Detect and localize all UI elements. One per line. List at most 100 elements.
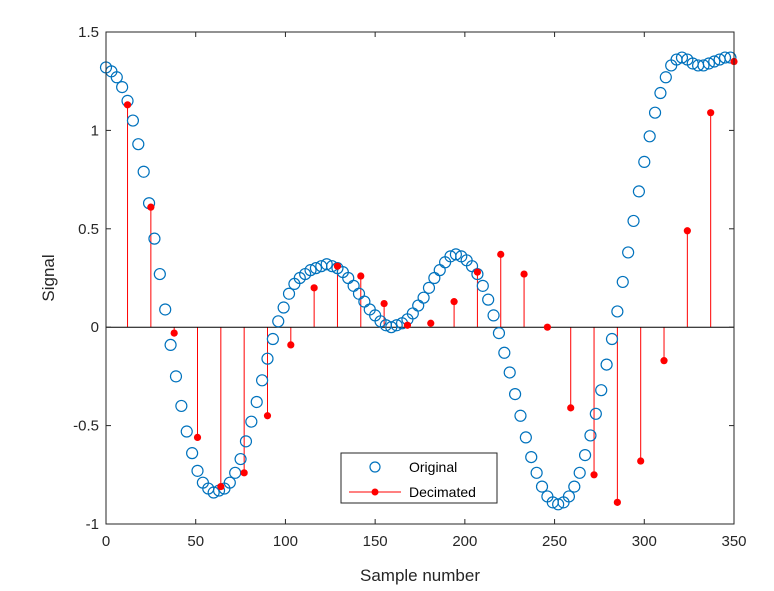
original-point [487,309,500,322]
decimated-point [683,227,691,235]
original-point [611,305,624,318]
x-axis-ticks: 0 50 100 150 200 250 300 350 [102,32,747,550]
original-point [498,346,511,359]
original-point [272,315,285,328]
decimated-point [590,471,598,479]
original-point [304,264,317,277]
decimated-point [660,357,668,365]
decimated-point [497,250,505,258]
original-point [616,275,629,289]
decimated-point [520,270,528,278]
original-point [589,407,602,420]
y-tick-label: 0.5 [78,221,99,238]
decimated-point [567,404,575,412]
x-tick-label: 150 [363,533,388,550]
original-point [514,409,527,422]
original-point [622,246,635,259]
legend-decimated-marker [371,488,379,496]
decimated-point [170,329,178,337]
original-point [159,303,172,316]
decimated-stems [127,61,735,503]
original-point [223,476,236,489]
original-point [390,319,403,332]
legend-original-marker [369,461,381,473]
original-point [530,466,543,479]
original-point [600,358,613,371]
decimated-point [217,483,225,491]
y-tick-label: 1 [91,122,99,139]
y-axis-label: Signal [39,254,58,301]
original-point [207,486,220,499]
original-point [648,106,662,119]
y-tick-label: 0 [91,319,99,336]
original-point [164,338,177,352]
original-point [277,301,290,314]
y-tick-label: 1.5 [78,24,99,41]
original-point [654,86,667,100]
x-tick-label: 100 [273,533,298,550]
original-point [482,293,495,306]
original-point [568,480,581,493]
x-axis-label: Sample number [360,566,480,585]
original-point [659,71,672,84]
original-point [708,55,721,68]
x-tick-label: 50 [187,533,204,550]
original-point [584,429,597,442]
decimated-point [543,323,551,331]
legend: Original Decimated [340,452,498,504]
original-point [309,262,323,275]
original-point [525,450,538,464]
x-tick-label: 200 [452,533,477,550]
decimated-point [427,319,435,327]
original-point [702,57,715,70]
original-point [110,71,123,84]
original-point [718,51,732,64]
original-point [605,332,619,346]
decimated-point [473,268,482,276]
original-point [697,59,710,72]
original-point [578,449,592,462]
decimated-point [613,498,621,506]
original-point [132,138,145,151]
original-point [175,399,188,413]
original-point [186,447,199,460]
original-series [99,51,737,511]
x-tick-label: 250 [542,533,567,550]
x-tick-label: 0 [102,533,110,550]
decimated-point [450,298,458,306]
decimated-point [147,203,155,211]
y-axis-ticks: -1 -0.5 0 0.5 1 1.5 [73,24,734,533]
y-tick-label: -1 [86,516,99,533]
original-point [492,327,506,340]
original-point [503,366,516,379]
original-point [508,388,522,401]
decimated-point [263,412,272,420]
legend-original-label: Original [409,459,457,475]
original-point [266,332,279,346]
original-point [320,258,333,271]
original-point [627,214,640,228]
original-point [234,452,247,466]
legend-decimated-label: Decimated [409,484,476,500]
decimated-point [193,433,202,442]
original-point [675,51,689,64]
original-point [239,435,253,448]
decimated-point [707,109,715,117]
original-point [535,480,549,493]
plot-frame [105,31,735,525]
x-tick-label: 350 [721,533,746,550]
original-point [595,384,608,397]
original-point [519,431,532,444]
original-point [153,267,166,281]
decimated-point [240,469,248,477]
original-point [148,232,161,245]
plot-background [106,32,734,524]
legend-box [340,452,498,504]
decimated-point [357,272,365,280]
original-point [573,466,586,479]
original-point [552,498,565,511]
decimated-point [380,299,388,308]
original-point [116,81,129,94]
decimated-point [310,284,318,292]
